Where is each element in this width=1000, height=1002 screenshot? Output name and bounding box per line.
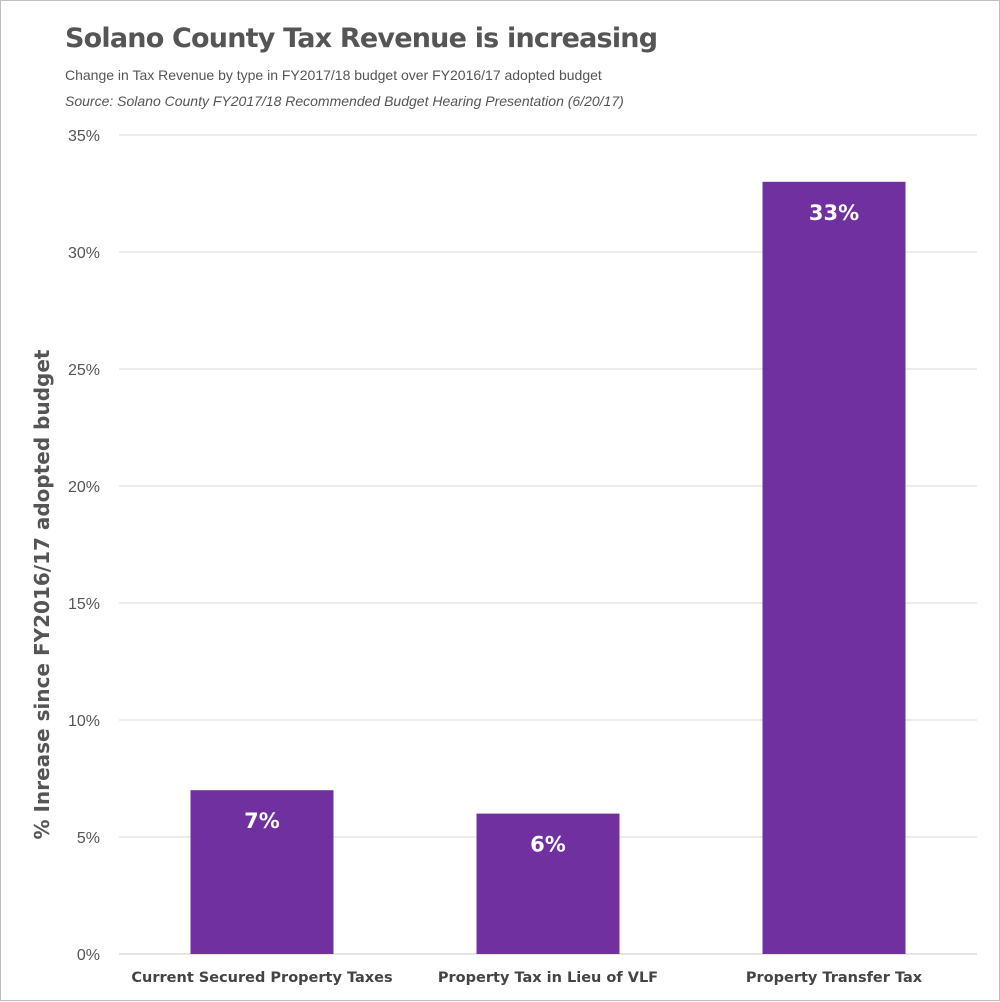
y-axis-title: % Inrease since FY2016/17 adopted budget [30,349,54,839]
data-label: 7% [244,809,280,833]
bar [190,790,334,954]
x-tick-label: Property Transfer Tax [746,970,923,986]
bar [476,813,620,954]
chart-subtitle: Change in Tax Revenue by type in FY2017/… [65,67,602,83]
data-label: 33% [809,201,859,225]
data-label: 6% [530,833,566,857]
y-tick-label: 25% [68,362,100,379]
x-tick-label: Current Secured Property Taxes [131,970,392,986]
y-tick-label: 30% [68,245,100,262]
y-tick-label: 10% [68,713,100,730]
y-tick-label: 15% [68,596,100,613]
chart-title: Solano County Tax Revenue is increasing [65,23,658,54]
y-tick-label: 35% [68,128,100,145]
labels: 0% 5% 10% 15% 20% 25% 30% 35% 7% Current Secured … [68,128,923,986]
y-tick-label: 20% [68,479,100,496]
chart-source: Source: Solano County FY2017/18 Recommen… [65,93,624,109]
x-tick-label: Property Tax in Lieu of VLF [438,970,658,986]
y-tick-label: 5% [77,830,100,847]
bars [190,181,906,955]
bar [762,181,906,955]
y-tick-label: 0% [77,947,100,964]
